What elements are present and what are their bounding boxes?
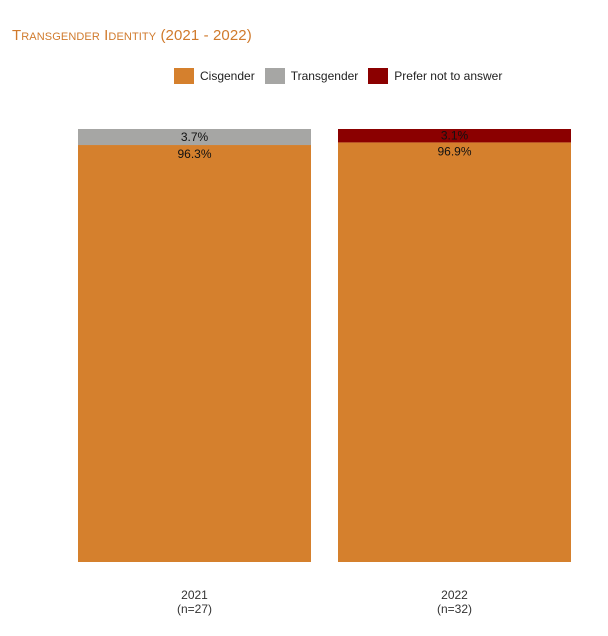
data-label-prefer-not-to-answer-2022: 3.1% [441,129,469,143]
x-tick-sublabel-2021: (n=27) [177,602,212,616]
legend-label-prefer-not: Prefer not to answer [394,69,503,83]
legend-swatch-prefer-not [368,68,389,84]
legend-label-cisgender: Cisgender [200,69,255,83]
legend: Cisgender Transgender Prefer not to answ… [174,68,512,84]
x-tick-label-2022: 2022 [441,588,468,602]
legend-label-transgender: Transgender [290,69,359,83]
legend-swatch-transgender [264,68,285,84]
legend-item-cisgender: Cisgender [174,68,255,84]
legend-item-prefer-not: Prefer not to answer [368,68,502,84]
bar-cisgender-2022 [338,142,571,562]
chart-title: Transgender Identity (2021 - 2022) [12,27,252,44]
legend-item-transgender: Transgender [264,68,359,84]
x-tick-sublabel-2022: (n=32) [437,602,472,616]
data-label-transgender-2021: 3.7% [181,130,209,144]
bar-cisgender-2021 [78,145,311,562]
data-label-cisgender-2022: 96.9% [437,144,471,158]
x-tick-label-2021: 2021 [181,588,208,602]
bar-transgender-2021 [78,129,311,146]
bar-prefer-not-to-answer-2022 [338,129,571,143]
legend-swatch-cisgender [174,68,194,84]
data-label-cisgender-2021: 96.3% [177,147,211,161]
